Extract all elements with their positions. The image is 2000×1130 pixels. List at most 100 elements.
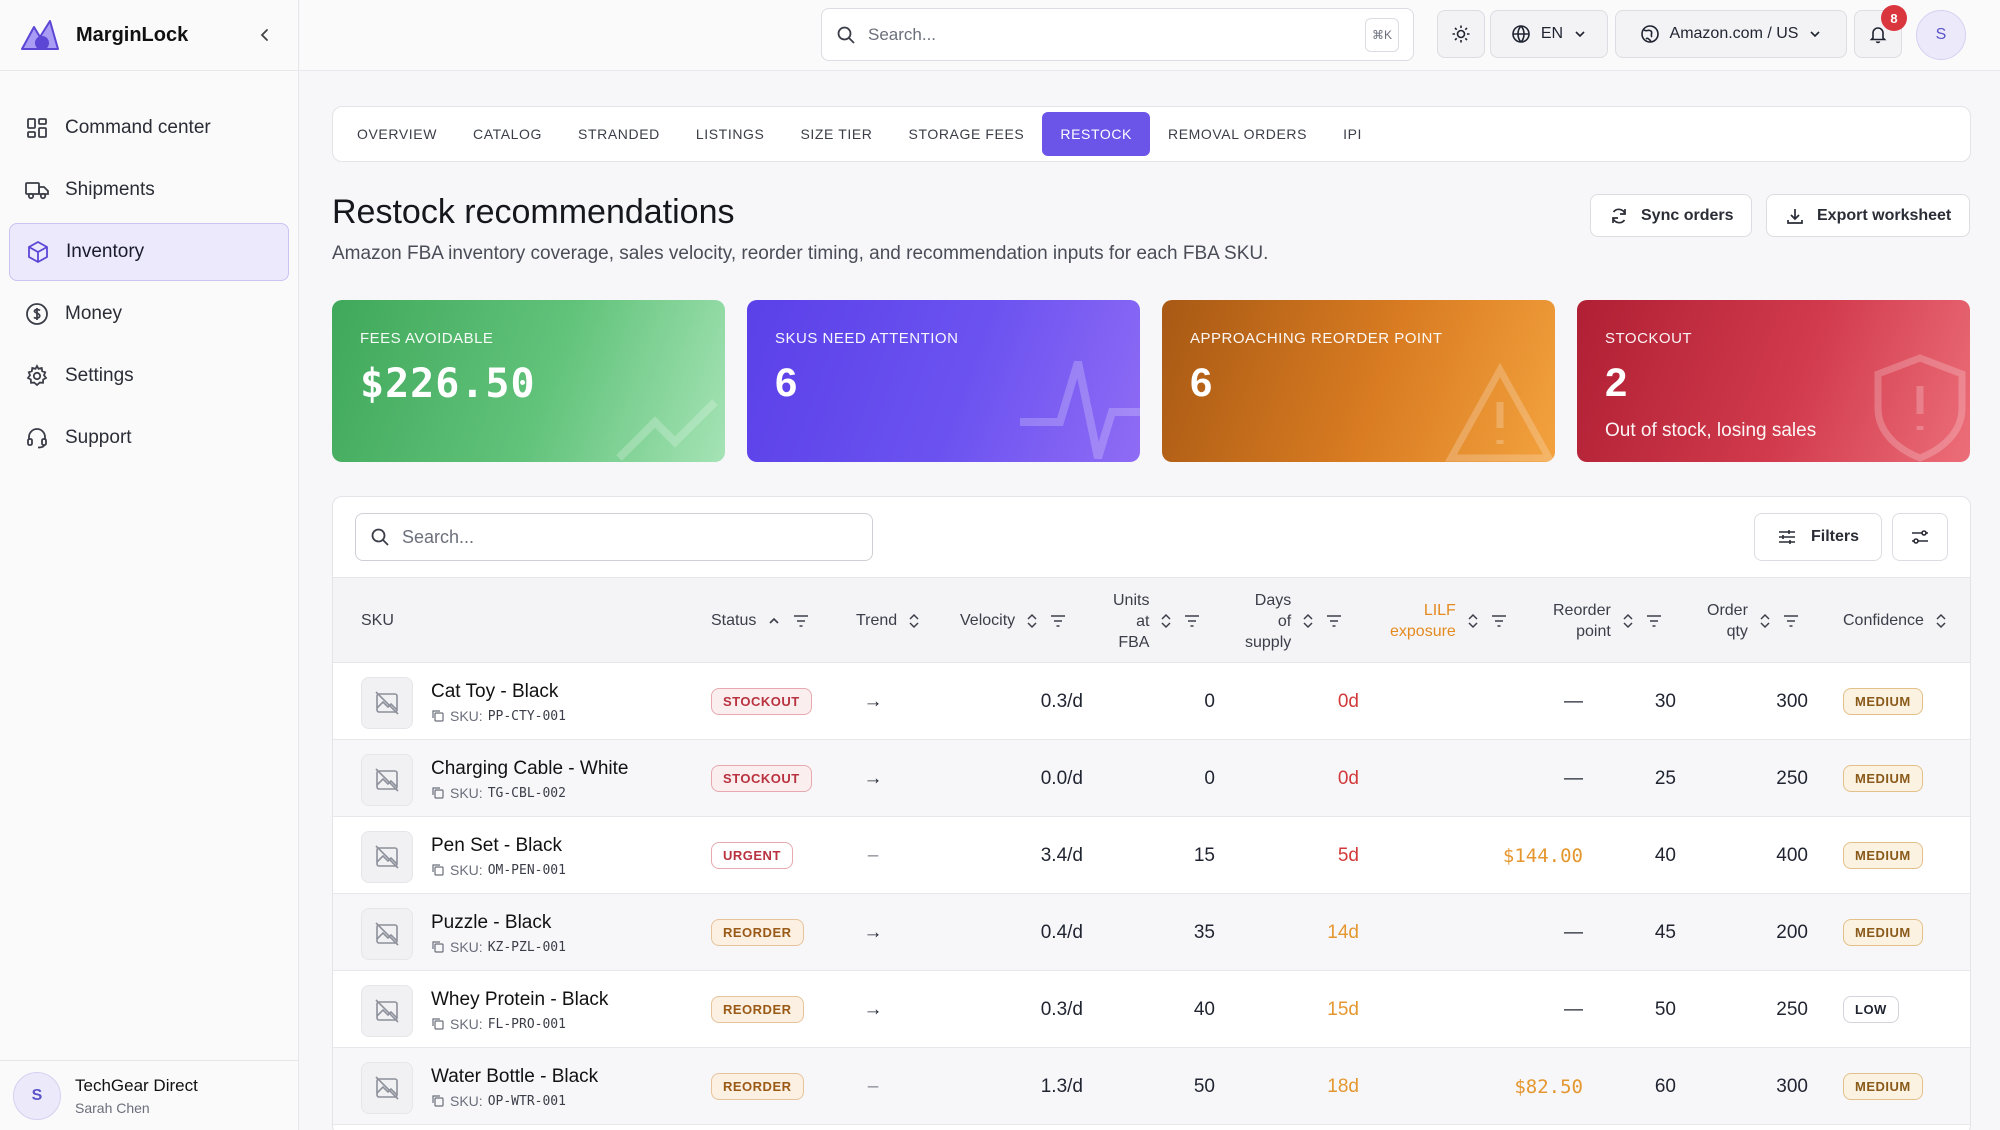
filter-icon[interactable] [1490, 613, 1508, 629]
sidebar-item-support[interactable]: Support [9, 409, 289, 467]
sort-icon [1760, 613, 1770, 629]
tab-storage-fees[interactable]: STORAGE FEES [908, 126, 1025, 142]
marketplace-selector[interactable]: Amazon.com / US [1615, 10, 1847, 58]
order-qty-cell: 400 [1776, 844, 1808, 866]
product-thumbnail [361, 1062, 413, 1114]
tab-ipi[interactable]: IPI [1343, 126, 1362, 142]
table-search-input[interactable]: Search... [355, 513, 873, 561]
tab-stranded[interactable]: STRANDED [578, 126, 660, 142]
sku-code: TG-CBL-002 [487, 785, 566, 801]
col-units-at-fba[interactable]: Units at FBA [1113, 578, 1201, 664]
col-days-line: of [1277, 612, 1292, 630]
col-units-line: FBA [1118, 633, 1150, 651]
copy-icon[interactable] [431, 786, 445, 800]
filter-icon[interactable] [1645, 613, 1663, 629]
sidebar-item-shipments[interactable]: Shipments [9, 161, 289, 219]
sku-prefix: SKU: [450, 785, 483, 801]
image-unavailable-icon [375, 922, 399, 946]
table-row[interactable]: Puzzle - Black SKU: KZ-PZL-001 REORDER →… [333, 894, 1970, 971]
product-sku: SKU: KZ-PZL-001 [431, 939, 566, 955]
collapse-sidebar-button[interactable] [252, 22, 278, 48]
sidebar-item-inventory[interactable]: Inventory [9, 223, 289, 281]
status-cell: STOCKOUT [711, 740, 812, 817]
days-of-supply-cell: 0d [1337, 767, 1359, 789]
marketplace-label: Amazon.com / US [1669, 25, 1799, 42]
sku-code: FL-PRO-001 [487, 1016, 566, 1032]
filter-icon[interactable] [1325, 613, 1343, 629]
company-name: TechGear Direct [75, 1075, 198, 1095]
confidence-cell: MEDIUM [1843, 817, 1923, 894]
col-velocity-label: Velocity [960, 612, 1016, 629]
product-name[interactable]: Whey Protein - Black [431, 989, 609, 1010]
col-velocity[interactable]: Velocity [960, 578, 1067, 664]
sort-icon [1623, 613, 1633, 629]
tab-overview[interactable]: OVERVIEW [357, 126, 438, 142]
copy-icon[interactable] [431, 1094, 445, 1108]
language-selector[interactable]: EN [1490, 10, 1608, 58]
copy-icon[interactable] [431, 940, 445, 954]
filters-button[interactable]: Filters [1754, 513, 1882, 561]
product-thumbnail [361, 985, 413, 1037]
filter-icon[interactable] [1183, 613, 1201, 629]
tab-restock[interactable]: RESTOCK [1042, 112, 1150, 156]
col-order-line: qty [1726, 623, 1748, 640]
notifications-button[interactable]: 8 [1854, 5, 1907, 58]
table-row[interactable]: Pen Set - Black SKU: OM-PEN-001 URGENT –… [333, 817, 1970, 894]
sync-orders-button[interactable]: Sync orders [1590, 194, 1753, 237]
product-name[interactable]: Pen Set - Black [431, 835, 562, 856]
theme-toggle-button[interactable] [1437, 10, 1485, 58]
col-sku[interactable]: SKU [361, 578, 394, 664]
card-value: 2 [1605, 361, 1628, 405]
copy-icon[interactable] [431, 863, 445, 877]
col-days-label: Days of supply [1245, 590, 1291, 653]
product-name[interactable]: Puzzle - Black [431, 912, 552, 933]
reorder-point-cell: 25 [1654, 767, 1676, 789]
col-trend[interactable]: Trend [856, 578, 921, 664]
bell-icon [1869, 27, 1887, 44]
col-reorder-point[interactable]: Reorder point [1553, 578, 1663, 664]
account-switcher[interactable]: S TechGear Direct Sarah Chen [0, 1060, 299, 1130]
copy-icon[interactable] [431, 709, 445, 723]
tab-size-tier[interactable]: SIZE TIER [800, 126, 873, 142]
table-row[interactable]: Cat Toy - Black SKU: PP-CTY-001 STOCKOUT… [333, 663, 1970, 740]
sidebar-item-command-center[interactable]: Command center [9, 99, 289, 157]
product-name[interactable]: Charging Cable - White [431, 758, 629, 779]
sidebar-item-money[interactable]: Money [9, 285, 289, 343]
product-sku: SKU: OP-WTR-001 [431, 1093, 566, 1109]
col-status[interactable]: Status [711, 578, 810, 664]
tab-removal-orders[interactable]: REMOVAL ORDERS [1167, 126, 1308, 142]
export-worksheet-button[interactable]: Export worksheet [1766, 194, 1971, 237]
reorder-point-cell: 30 [1654, 690, 1676, 712]
table-row[interactable]: Charging Cable - White SKU: TG-CBL-002 S… [333, 740, 1970, 817]
filter-icon[interactable] [792, 613, 810, 629]
col-order-qty[interactable]: Order qty [1707, 578, 1800, 664]
filter-icon[interactable] [1782, 613, 1800, 629]
sidebar-item-label: Settings [65, 365, 134, 386]
table-row[interactable]: Water Bottle - Black SKU: OP-WTR-001 REO… [333, 1048, 1970, 1125]
velocity-cell: 0.3/d [1040, 690, 1083, 712]
global-search-input[interactable]: Search... ⌘K [821, 8, 1414, 61]
copy-icon[interactable] [431, 1017, 445, 1031]
filter-icon[interactable] [1049, 613, 1067, 629]
col-confidence[interactable]: Confidence [1843, 578, 1948, 664]
truck-icon [23, 176, 51, 204]
product-name[interactable]: Cat Toy - Black [431, 681, 559, 702]
sidebar-item-settings[interactable]: Settings [9, 347, 289, 405]
units-cell: 50 [1193, 1075, 1215, 1097]
col-lilf-line: exposure [1390, 623, 1456, 640]
tab-catalog[interactable]: CATALOG [473, 126, 543, 142]
col-days-of-supply[interactable]: Days of supply [1245, 578, 1343, 664]
sku-code: PP-CTY-001 [487, 708, 566, 724]
col-lilf-line: LILF [1423, 602, 1456, 619]
table-row[interactable]: Whey Protein - Black SKU: FL-PRO-001 REO… [333, 971, 1970, 1048]
product-name[interactable]: Water Bottle - Black [431, 1066, 599, 1087]
units-cell: 0 [1204, 690, 1215, 712]
user-avatar-button[interactable]: S [1916, 10, 1966, 60]
col-lilf-exposure[interactable]: LILF exposure [1390, 578, 1508, 664]
column-settings-button[interactable] [1892, 513, 1948, 561]
chevron-down-icon [1575, 31, 1585, 38]
restock-table-panel: Search... Filters SKU Status Trend Veloc… [332, 496, 1971, 1130]
product-thumbnail [361, 908, 413, 960]
product-thumbnail [361, 677, 413, 729]
tab-listings[interactable]: LISTINGS [695, 126, 765, 142]
